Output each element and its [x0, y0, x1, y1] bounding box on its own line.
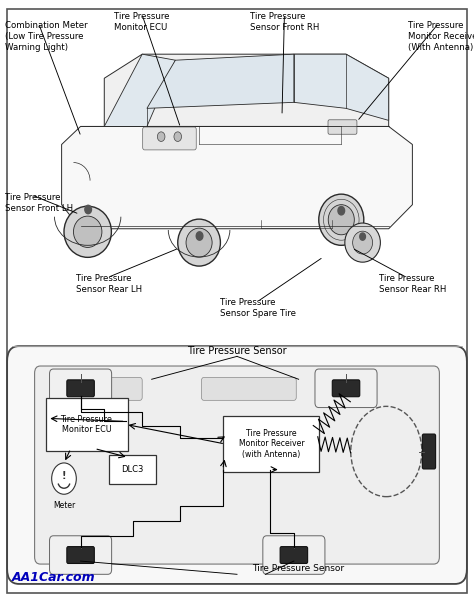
- Text: Meter: Meter: [53, 501, 75, 510]
- FancyBboxPatch shape: [67, 547, 94, 563]
- FancyBboxPatch shape: [263, 536, 325, 574]
- Text: Tire Pressure
Monitor Receiver
(With Antenna): Tire Pressure Monitor Receiver (With Ant…: [408, 21, 474, 52]
- FancyBboxPatch shape: [7, 9, 467, 593]
- FancyBboxPatch shape: [52, 377, 142, 400]
- Ellipse shape: [178, 219, 220, 266]
- Text: Tire Pressure
Monitor ECU: Tire Pressure Monitor ECU: [114, 12, 170, 32]
- Polygon shape: [62, 126, 412, 229]
- Text: Tire Pressure
Sensor Front LH: Tire Pressure Sensor Front LH: [5, 193, 73, 213]
- FancyBboxPatch shape: [67, 547, 94, 563]
- FancyBboxPatch shape: [49, 369, 112, 408]
- FancyBboxPatch shape: [49, 536, 112, 574]
- FancyBboxPatch shape: [109, 455, 156, 484]
- Circle shape: [52, 463, 76, 494]
- FancyBboxPatch shape: [7, 346, 467, 584]
- Text: Tire Pressure
Sensor Rear RH: Tire Pressure Sensor Rear RH: [379, 274, 447, 294]
- Circle shape: [174, 132, 182, 141]
- Text: DLC3: DLC3: [121, 465, 144, 474]
- Circle shape: [85, 205, 91, 214]
- FancyBboxPatch shape: [67, 380, 94, 397]
- FancyBboxPatch shape: [223, 416, 319, 472]
- FancyBboxPatch shape: [67, 380, 94, 397]
- FancyBboxPatch shape: [143, 127, 196, 150]
- Polygon shape: [294, 54, 389, 120]
- Ellipse shape: [353, 231, 373, 254]
- Text: Tire Pressure
Sensor Front RH: Tire Pressure Sensor Front RH: [250, 12, 319, 32]
- Polygon shape: [104, 54, 175, 126]
- FancyBboxPatch shape: [315, 369, 377, 408]
- FancyBboxPatch shape: [35, 366, 439, 564]
- FancyBboxPatch shape: [201, 377, 296, 400]
- Text: Tire Pressure
Sensor Spare Tire: Tire Pressure Sensor Spare Tire: [220, 298, 296, 318]
- Ellipse shape: [319, 194, 364, 246]
- FancyBboxPatch shape: [328, 120, 357, 134]
- Ellipse shape: [345, 223, 380, 262]
- Text: Tire Pressure Sensor: Tire Pressure Sensor: [187, 346, 287, 356]
- Ellipse shape: [328, 205, 354, 235]
- Circle shape: [196, 232, 203, 240]
- FancyBboxPatch shape: [280, 547, 308, 563]
- Text: Tire Pressure
Monitor Receiver
(with Antenna): Tire Pressure Monitor Receiver (with Ant…: [238, 429, 304, 459]
- FancyBboxPatch shape: [332, 380, 360, 397]
- Text: !: !: [62, 471, 66, 481]
- Text: AA1Car.com: AA1Car.com: [12, 571, 95, 584]
- Text: Tire Pressure
Monitor ECU: Tire Pressure Monitor ECU: [61, 415, 112, 434]
- FancyBboxPatch shape: [332, 380, 360, 397]
- Text: Combination Meter
(Low Tire Pressure
Warning Light): Combination Meter (Low Tire Pressure War…: [5, 21, 87, 52]
- Text: Tire Pressure
Sensor Rear LH: Tire Pressure Sensor Rear LH: [76, 274, 142, 294]
- Ellipse shape: [186, 228, 212, 257]
- Circle shape: [360, 233, 365, 240]
- Polygon shape: [104, 54, 389, 126]
- FancyBboxPatch shape: [46, 398, 128, 451]
- FancyBboxPatch shape: [280, 547, 308, 563]
- Ellipse shape: [64, 206, 111, 258]
- Ellipse shape: [73, 216, 102, 247]
- Circle shape: [157, 132, 165, 141]
- Text: Tire Pressure Sensor: Tire Pressure Sensor: [253, 564, 345, 573]
- FancyBboxPatch shape: [422, 434, 436, 469]
- Circle shape: [338, 206, 345, 215]
- Polygon shape: [147, 54, 294, 108]
